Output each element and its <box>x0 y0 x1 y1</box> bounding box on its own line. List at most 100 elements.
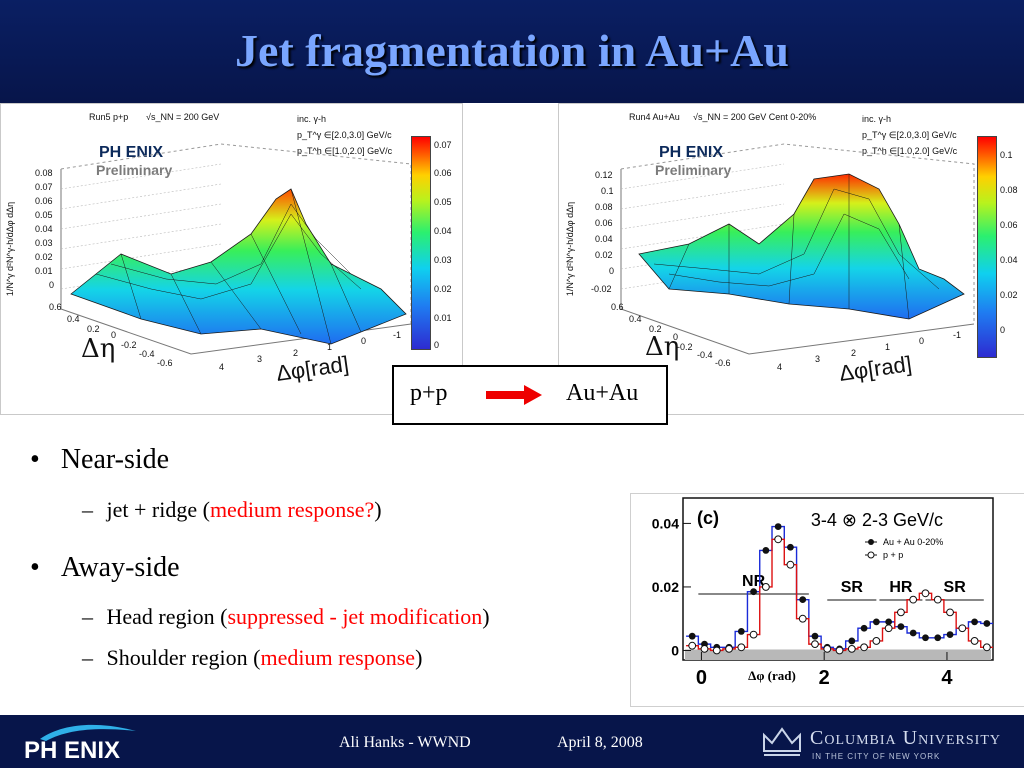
auau-data-point <box>872 618 880 626</box>
region-label: SR <box>944 579 967 596</box>
pp-data-point <box>909 595 918 604</box>
phi-tick: -1 <box>393 330 402 340</box>
y-tick-label: 0 <box>671 642 679 658</box>
eta-tick: 0 <box>111 330 117 340</box>
trigger-label: inc. γ-h <box>862 114 892 124</box>
bullet-text: Near-side <box>60 444 170 475</box>
pp-data-point <box>835 646 844 655</box>
phi-tick: 1 <box>885 342 891 352</box>
phenix-phoenix-icon <box>40 724 136 741</box>
phi-tick: 1 <box>327 342 333 352</box>
delta-phi-chart: 0.04 0.02 0 0 2 4 Δφ (rad) (c) 3-4 ⊗ 2-3 GeV/c Au… <box>652 497 994 689</box>
assoc-pt-label: p_T^h ∈[1.0,2.0] GeV/c <box>862 146 958 156</box>
pp-data-point <box>798 614 807 623</box>
pp-data-point <box>921 589 930 598</box>
x-tick-label: 2 <box>819 667 830 689</box>
bullet-near-side: • Near-side <box>30 444 169 476</box>
eta-tick: -0.4 <box>697 350 713 360</box>
phi-tick: -1 <box>953 330 962 340</box>
dash-marker: – <box>82 645 93 670</box>
pp-data-point <box>847 644 856 653</box>
legend-marker-pp <box>867 551 875 559</box>
phi-tick: 3 <box>815 354 821 364</box>
sub-bullet-shoulder-region: – Shoulder region (medium response) <box>82 645 422 671</box>
sub-bullet-head-region: – Head region (suppressed - jet modifica… <box>82 604 490 630</box>
sub-text-suffix: ) <box>374 497 382 522</box>
bullet-marker: • <box>30 552 40 583</box>
columbia-logo-subtext: IN THE CITY OF NEW YORK <box>812 752 941 761</box>
auau-data-point <box>971 618 978 626</box>
auau-data-point <box>885 618 893 626</box>
delta-phi-chart-panel: 0.04 0.02 0 0 2 4 Δφ (rad) (c) 3-4 ⊗ 2-3 GeV/c Au… <box>630 493 1024 707</box>
auau-data-point <box>897 623 905 631</box>
eta-tick: -0.4 <box>139 349 155 359</box>
preliminary-label: Preliminary <box>96 162 173 178</box>
pp-data-point <box>970 637 979 645</box>
z-tick: 0.06 <box>595 218 613 228</box>
auau-data-point <box>750 588 757 596</box>
colorbar-tick: 0.02 <box>434 284 452 294</box>
eta-tick: -0.2 <box>121 340 137 350</box>
auau-data-point <box>688 632 696 640</box>
run-label: Run4 Au+Au <box>629 112 680 122</box>
z-tick: 0.1 <box>601 186 614 196</box>
auau-data-point <box>799 596 807 604</box>
eta-tick: -0.6 <box>715 358 731 368</box>
eta-tick: 0.4 <box>67 314 80 324</box>
y-tick-label: 0.02 <box>652 579 679 595</box>
colorbar-tick: 0.04 <box>434 226 452 236</box>
baseline-band <box>685 649 991 660</box>
auau-data-point <box>946 631 954 638</box>
pp-data-point <box>761 583 770 591</box>
bullet-away-side: • Away-side <box>30 552 180 584</box>
auau-data-point <box>811 632 819 640</box>
pp-data-point <box>725 644 733 653</box>
sub-text-prefix: Head region ( <box>106 604 228 629</box>
phi-tick: 4 <box>777 362 783 372</box>
eta-tick: 0 <box>673 332 679 342</box>
phenix-footer-logo: PH ENIX <box>24 737 121 764</box>
phi-tick: 4 <box>219 362 225 372</box>
eta-tick: 0.4 <box>629 314 642 324</box>
sub-text-suffix: ) <box>482 604 490 629</box>
run-label: Run5 p+p <box>89 112 129 122</box>
eta-tick: 0.2 <box>87 324 100 334</box>
right-arrow-icon <box>486 385 542 405</box>
z-tick: -0.02 <box>591 284 612 294</box>
dash-marker: – <box>82 497 93 522</box>
z-tick: 0.12 <box>595 170 613 180</box>
phi-tick: 2 <box>851 348 857 358</box>
eta-tick: 0.6 <box>49 302 62 312</box>
colorbar-tick: 0.04 <box>1000 255 1018 265</box>
pp-data-point <box>811 640 819 649</box>
bullet-marker: • <box>30 444 40 475</box>
energy-label: √s_NN = 200 GeV Cent 0-20% <box>693 112 817 122</box>
eta-axis-label: Δη <box>81 334 116 364</box>
region-label: SR <box>841 579 864 596</box>
assoc-pt-label: p_T^h ∈[1.0,2.0] GeV/c <box>297 146 393 156</box>
pp-data-point <box>774 535 783 544</box>
phi-tick: 0 <box>919 336 925 346</box>
y-tick-label: 0.04 <box>652 515 679 531</box>
slide-title: Jet fragmentation in Au+Au <box>235 25 789 76</box>
pp-label: p+p <box>410 380 448 406</box>
pp-data-point <box>688 641 697 650</box>
auau-data-point <box>983 620 991 627</box>
auau-correlation-plot: Run4 Au+Au √s_NN = 200 GeV Cent 0-20% in… <box>558 103 1024 415</box>
pp-data-point <box>749 630 758 639</box>
comparison-box: p+p Au+Au <box>392 365 668 425</box>
phenix-logo: PH ENIX <box>659 144 724 161</box>
x-axis-label: Δφ (rad) <box>748 668 796 683</box>
z-tick: 0.07 <box>35 182 53 192</box>
sub-text-prefix: jet + ridge ( <box>106 497 210 522</box>
sub-text-highlight: medium response <box>260 645 416 670</box>
footer-bar: PH ENIX Ali Hanks - WWND April 8, 2008 C… <box>0 715 1024 768</box>
colorbar-tick: 0.1 <box>1000 150 1013 160</box>
colorbar-tick: 0.06 <box>434 168 452 178</box>
pp-data-point <box>872 637 881 645</box>
panel-label: (c) <box>697 508 719 528</box>
colorbar-tick: 0.06 <box>1000 220 1018 230</box>
title-bar: Jet fragmentation in Au+Au <box>0 0 1024 103</box>
sub-text-prefix: Shoulder region ( <box>106 645 261 670</box>
sub-text-highlight: medium response? <box>209 497 375 522</box>
